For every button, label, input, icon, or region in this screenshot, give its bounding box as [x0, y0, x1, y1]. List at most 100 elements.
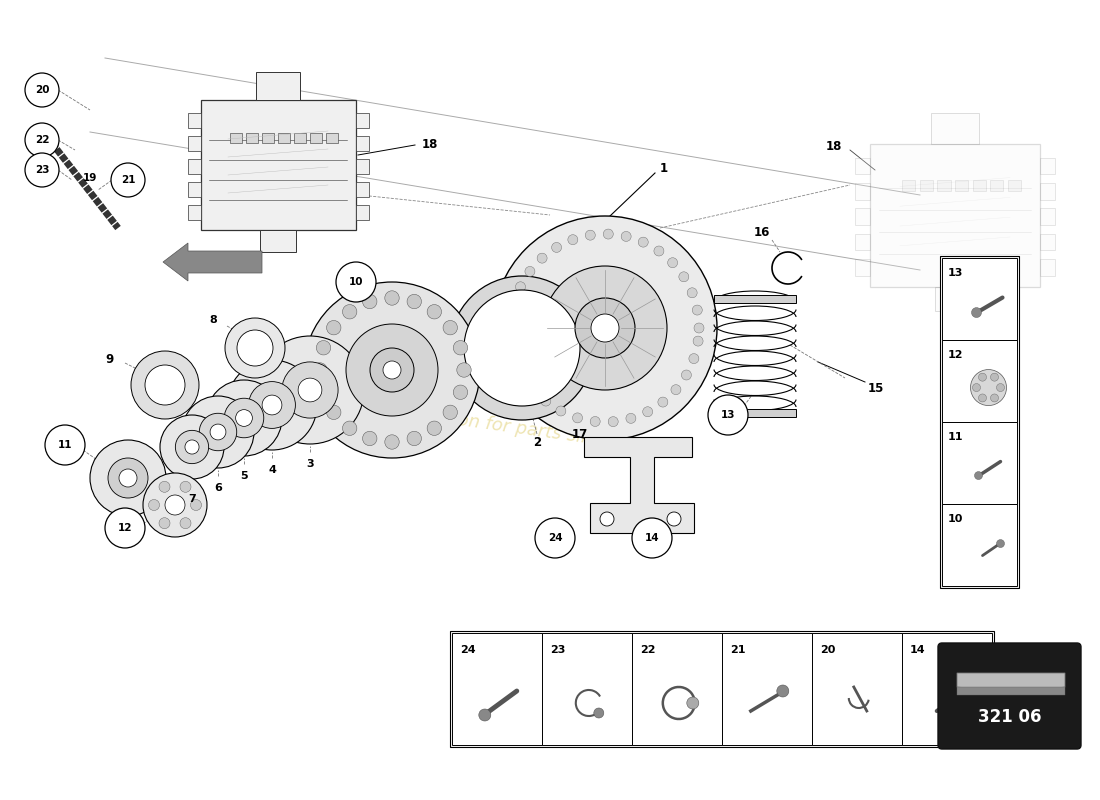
Bar — [450, 631, 994, 747]
Circle shape — [591, 417, 601, 426]
Text: 12: 12 — [948, 350, 964, 360]
Text: 9: 9 — [106, 354, 114, 366]
Bar — [187, 136, 200, 151]
Bar — [722, 633, 812, 745]
Text: 13: 13 — [720, 410, 735, 420]
Text: 12: 12 — [118, 523, 132, 533]
Circle shape — [199, 414, 236, 450]
Circle shape — [312, 362, 327, 378]
Circle shape — [327, 321, 341, 335]
Circle shape — [979, 394, 987, 402]
Circle shape — [603, 229, 614, 239]
Circle shape — [45, 425, 85, 465]
Bar — [278, 133, 290, 143]
Circle shape — [104, 508, 145, 548]
Circle shape — [528, 383, 538, 394]
Circle shape — [777, 685, 789, 697]
Text: 10: 10 — [948, 514, 964, 524]
Circle shape — [979, 373, 987, 381]
Circle shape — [692, 305, 702, 315]
Text: 22: 22 — [35, 135, 50, 145]
Text: 24: 24 — [460, 645, 475, 655]
Circle shape — [443, 405, 458, 419]
Circle shape — [450, 276, 594, 420]
Bar — [1041, 158, 1055, 174]
Circle shape — [456, 362, 471, 378]
Circle shape — [119, 469, 138, 487]
Circle shape — [591, 314, 619, 342]
Circle shape — [317, 385, 331, 399]
Circle shape — [111, 163, 145, 197]
Circle shape — [975, 471, 982, 479]
Bar — [902, 633, 992, 745]
Bar — [902, 180, 915, 191]
Text: 11: 11 — [57, 440, 73, 450]
Circle shape — [342, 421, 356, 435]
FancyBboxPatch shape — [938, 643, 1081, 749]
Circle shape — [249, 382, 296, 429]
Text: 14: 14 — [910, 645, 925, 655]
Circle shape — [509, 298, 519, 309]
Polygon shape — [957, 673, 1065, 693]
Circle shape — [256, 336, 364, 444]
Bar — [294, 133, 306, 143]
Circle shape — [327, 405, 341, 419]
Circle shape — [510, 352, 520, 362]
Text: 11: 11 — [948, 432, 964, 442]
Bar — [856, 259, 870, 275]
Text: 13: 13 — [948, 268, 964, 278]
Circle shape — [970, 370, 1007, 406]
Circle shape — [997, 539, 1004, 547]
Circle shape — [990, 373, 999, 381]
Circle shape — [226, 318, 285, 378]
Circle shape — [990, 394, 999, 402]
Circle shape — [693, 336, 703, 346]
Circle shape — [594, 708, 604, 718]
Circle shape — [236, 330, 273, 366]
Circle shape — [464, 290, 580, 406]
Circle shape — [621, 231, 631, 242]
Text: 14: 14 — [645, 533, 659, 543]
Circle shape — [143, 473, 207, 537]
FancyArrow shape — [163, 243, 262, 281]
Circle shape — [108, 458, 148, 498]
Circle shape — [210, 424, 225, 440]
Bar — [187, 113, 200, 128]
Bar — [942, 340, 1018, 422]
Circle shape — [385, 291, 399, 306]
Circle shape — [25, 73, 59, 107]
Circle shape — [262, 395, 282, 415]
Circle shape — [686, 697, 698, 709]
Circle shape — [493, 216, 717, 440]
Circle shape — [568, 234, 578, 245]
Text: eurospares: eurospares — [387, 309, 672, 391]
Circle shape — [25, 153, 59, 187]
Circle shape — [608, 417, 618, 426]
Circle shape — [342, 305, 356, 319]
Circle shape — [506, 317, 516, 326]
Circle shape — [543, 266, 667, 390]
Circle shape — [638, 237, 648, 247]
Circle shape — [972, 383, 980, 391]
Circle shape — [632, 518, 672, 558]
Bar — [935, 286, 975, 310]
Circle shape — [642, 406, 652, 417]
Bar — [940, 256, 1019, 588]
Bar — [1008, 180, 1021, 191]
Circle shape — [160, 415, 224, 479]
Bar — [714, 409, 796, 417]
Text: 10: 10 — [349, 277, 363, 287]
Bar — [957, 687, 1065, 695]
Circle shape — [175, 430, 209, 464]
Text: 20: 20 — [820, 645, 835, 655]
Circle shape — [282, 362, 338, 418]
Circle shape — [385, 434, 399, 450]
Circle shape — [551, 242, 562, 253]
Circle shape — [363, 431, 377, 446]
Circle shape — [160, 518, 170, 529]
Circle shape — [507, 334, 517, 345]
Circle shape — [206, 380, 282, 456]
Text: 17: 17 — [572, 429, 588, 442]
Bar — [812, 633, 902, 745]
Circle shape — [363, 294, 377, 309]
